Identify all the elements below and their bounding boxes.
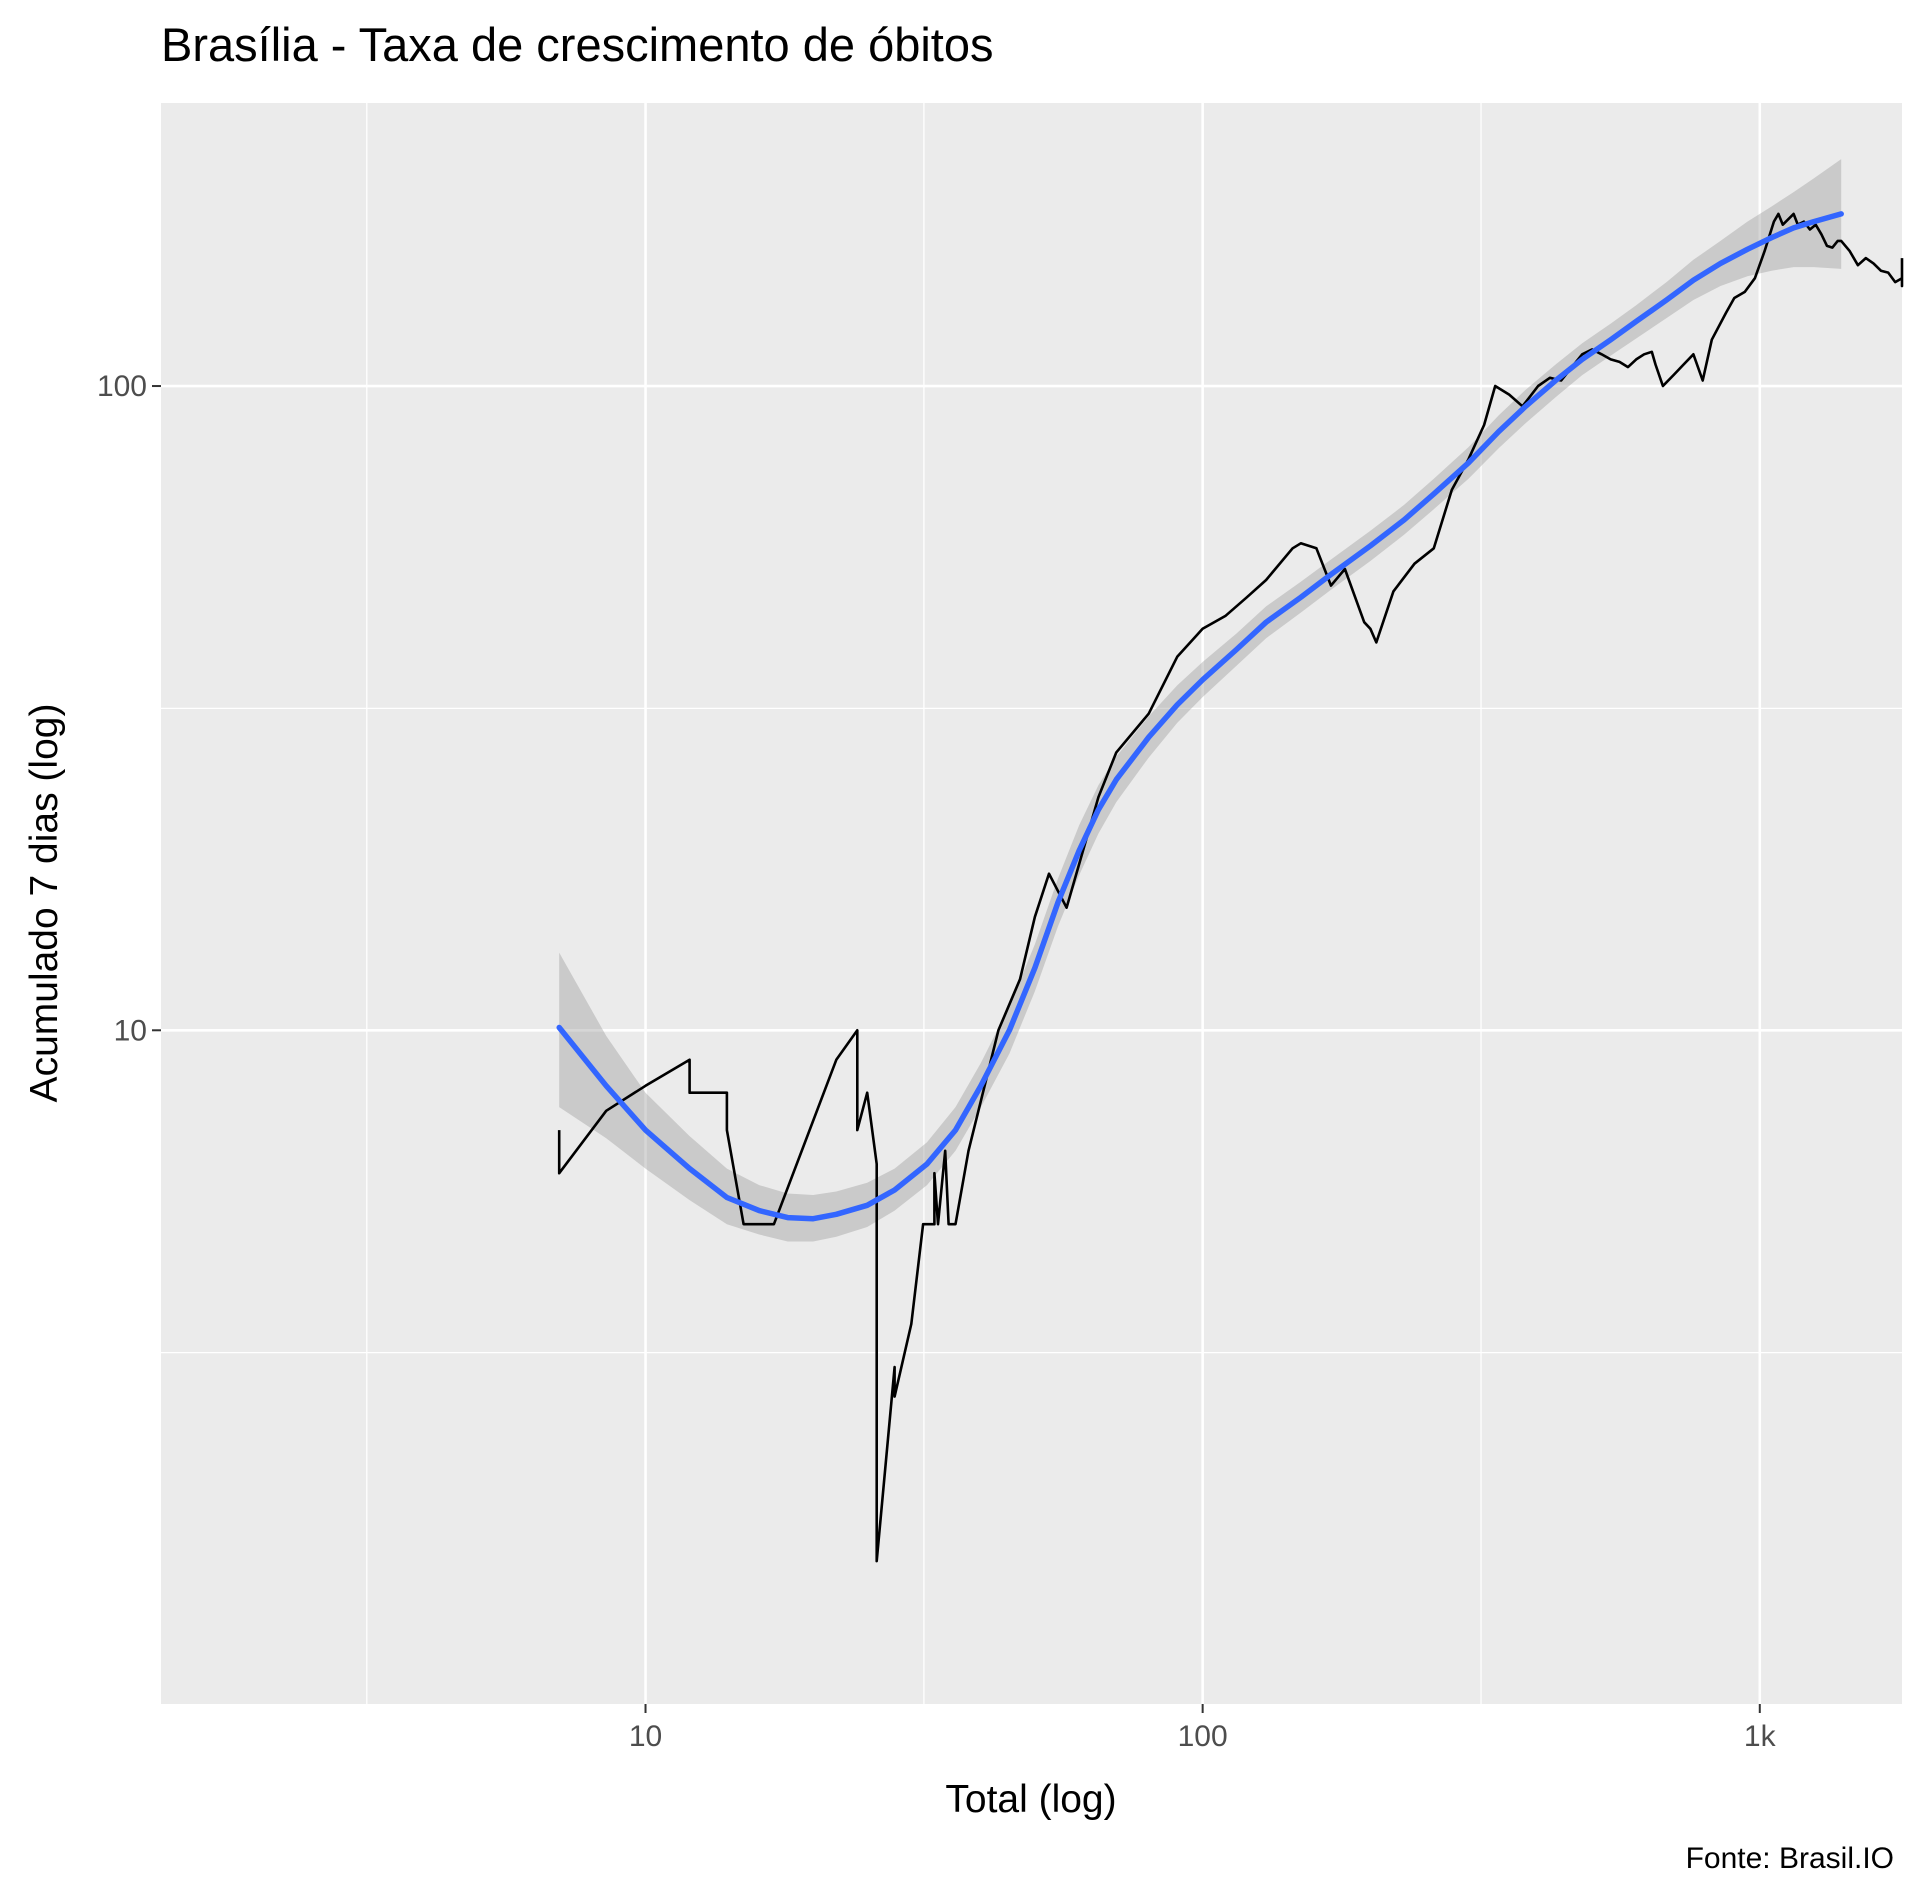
x-tick-label: 1k: [1744, 1720, 1777, 1753]
series-layer: [556, 211, 1904, 1563]
x-tick-label: 100: [1178, 1720, 1228, 1753]
observed-series-line: [557, 212, 1904, 1563]
x-axis: 10 100 1k: [629, 1704, 1777, 1753]
y-axis: 10 100: [97, 370, 161, 1047]
minor-gridlines: [161, 103, 1902, 1704]
chart-title: Brasília - Taxa de crescimento de óbitos: [161, 18, 993, 71]
major-gridlines: [161, 103, 1902, 1704]
plot-panel: [161, 103, 1902, 1704]
x-tick-label: 10: [629, 1720, 662, 1753]
y-axis-title: Acumulado 7 dias (log): [23, 704, 66, 1103]
y-tick-label: 100: [97, 370, 147, 403]
x-axis-title: Total (log): [945, 1778, 1116, 1821]
y-tick-label: 10: [114, 1014, 147, 1047]
caption: Fonte: Brasil.IO: [1686, 1842, 1894, 1875]
smooth-trend-line: [556, 211, 1844, 1222]
